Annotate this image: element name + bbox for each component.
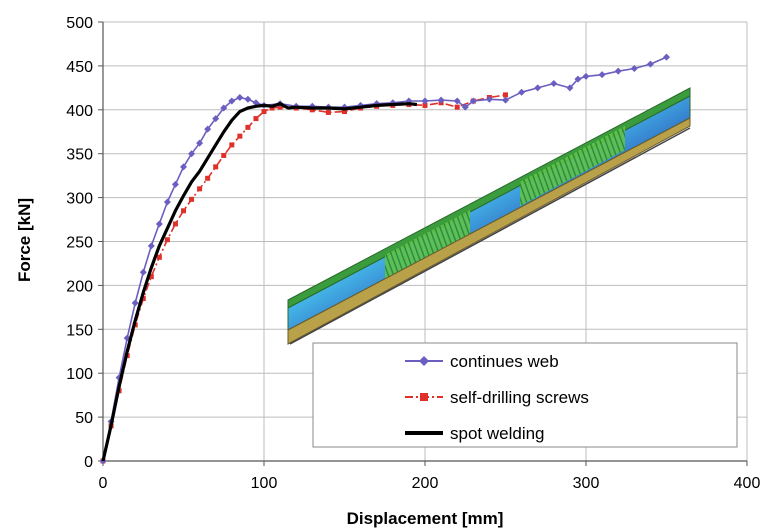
y-tick-label: 50 — [75, 410, 93, 427]
data-point-continues-web — [574, 75, 582, 83]
series-layer — [99, 53, 670, 465]
data-point-continues-web — [180, 163, 187, 171]
data-point-self-drilling-screws — [156, 254, 162, 260]
data-point-continues-web — [453, 97, 461, 105]
data-point-self-drilling-screws — [148, 274, 154, 280]
x-tick-labels: 0 100 200 300 400 — [99, 475, 761, 492]
data-point-self-drilling-screws — [172, 221, 178, 227]
axes — [98, 21, 748, 466]
data-point-continues-web — [469, 97, 477, 105]
data-point-self-drilling-screws — [205, 175, 211, 181]
data-point-self-drilling-screws — [309, 107, 315, 113]
y-tick-label: 350 — [66, 147, 93, 164]
data-point-self-drilling-screws — [325, 109, 331, 115]
data-point-self-drilling-screws — [189, 196, 195, 202]
data-point-continues-web — [461, 103, 469, 111]
legend-label-continues-web: continues web — [450, 352, 559, 371]
data-point-continues-web — [139, 268, 147, 276]
legend-label-self-drilling-screws: self-drilling screws — [450, 388, 589, 407]
data-point-self-drilling-screws — [342, 109, 347, 115]
data-point-self-drilling-screws — [237, 133, 243, 139]
x-tick-label: 100 — [251, 475, 278, 492]
data-point-continues-web — [147, 242, 155, 250]
y-tick-label: 150 — [66, 322, 93, 339]
data-point-continues-web — [614, 67, 622, 75]
data-point-continues-web — [646, 60, 654, 68]
beam-stiffened-zone-2 — [520, 126, 625, 206]
data-point-self-drilling-screws — [261, 109, 267, 115]
y-tick-labels: 0 50 100 150 200 250 300 350 400 450 500 — [66, 15, 93, 471]
data-point-continues-web — [171, 180, 179, 188]
y-tick-label: 250 — [66, 235, 93, 252]
data-point-self-drilling-screws — [197, 186, 203, 192]
legend-item-self-drilling-screws: self-drilling screws — [405, 388, 589, 407]
beam-web — [287, 95, 691, 331]
data-point-self-drilling-screws — [503, 92, 508, 98]
fe-beam-inset — [287, 87, 691, 345]
data-point-self-drilling-screws — [253, 116, 259, 122]
legend-marker-continues-web — [419, 356, 429, 366]
data-point-self-drilling-screws — [140, 296, 146, 302]
x-tick-label: 0 — [99, 475, 108, 492]
legend-box — [312, 342, 738, 448]
data-point-continues-web — [163, 198, 171, 206]
data-point-self-drilling-screws — [422, 102, 428, 108]
data-point-continues-web — [518, 88, 526, 96]
legend-item-spot-welding: spot welding — [405, 424, 545, 443]
data-point-continues-web — [485, 95, 493, 103]
y-tick-label: 200 — [66, 278, 93, 295]
x-axis-title: Displacement [mm] — [347, 509, 504, 528]
data-point-self-drilling-screws — [245, 124, 251, 130]
data-point-continues-web — [196, 139, 204, 147]
series-line-spot-welding — [101, 102, 418, 462]
y-tick-label: 500 — [66, 15, 93, 32]
y-tick-label: 450 — [66, 59, 93, 76]
data-point-self-drilling-screws — [229, 142, 235, 148]
legend: continues web self-drilling screws spot … — [312, 342, 738, 448]
data-point-continues-web — [534, 84, 542, 92]
x-tick-label: 400 — [734, 475, 761, 492]
y-tick-label: 100 — [66, 366, 93, 383]
data-point-self-drilling-screws — [181, 208, 186, 214]
data-point-self-drilling-screws — [277, 104, 283, 110]
data-point-continues-web — [220, 104, 228, 112]
data-point-continues-web — [630, 65, 638, 73]
data-point-continues-web — [252, 99, 260, 107]
data-point-continues-web — [550, 79, 558, 87]
y-axis-title: Force [kN] — [15, 198, 34, 282]
legend-marker-self-drilling-screws — [420, 393, 428, 401]
data-point-continues-web — [188, 150, 196, 158]
x-tick-label: 300 — [573, 475, 600, 492]
y-tick-label: 400 — [66, 103, 93, 120]
data-point-continues-web — [598, 71, 606, 79]
data-point-continues-web — [663, 53, 670, 61]
data-point-continues-web — [204, 125, 212, 133]
data-point-self-drilling-screws — [164, 237, 170, 243]
data-point-self-drilling-screws — [269, 105, 275, 111]
data-point-continues-web — [421, 97, 429, 105]
data-point-continues-web — [212, 115, 220, 123]
data-point-continues-web — [502, 96, 509, 104]
legend-item-continues-web: continues web — [405, 352, 559, 371]
y-tick-label: 300 — [66, 191, 93, 208]
beam-stiffened-zone-1 — [385, 210, 470, 280]
legend-label-spot-welding: spot welding — [450, 424, 545, 443]
data-point-continues-web — [228, 97, 236, 105]
data-point-continues-web — [437, 96, 445, 104]
beam-bottom-edge — [289, 127, 691, 345]
data-point-continues-web — [566, 84, 574, 92]
data-point-self-drilling-screws — [454, 104, 460, 110]
data-point-continues-web — [155, 220, 163, 228]
beam-bottom-flange — [287, 117, 691, 345]
series-spot-welding — [101, 102, 418, 462]
data-point-self-drilling-screws — [221, 152, 227, 158]
data-point-continues-web — [236, 94, 244, 102]
data-point-continues-web — [244, 95, 252, 103]
x-tick-label: 200 — [412, 475, 439, 492]
data-point-continues-web — [131, 299, 139, 307]
y-tick-label: 0 — [84, 454, 93, 471]
data-point-self-drilling-screws — [213, 164, 219, 170]
data-point-continues-web — [582, 72, 590, 80]
